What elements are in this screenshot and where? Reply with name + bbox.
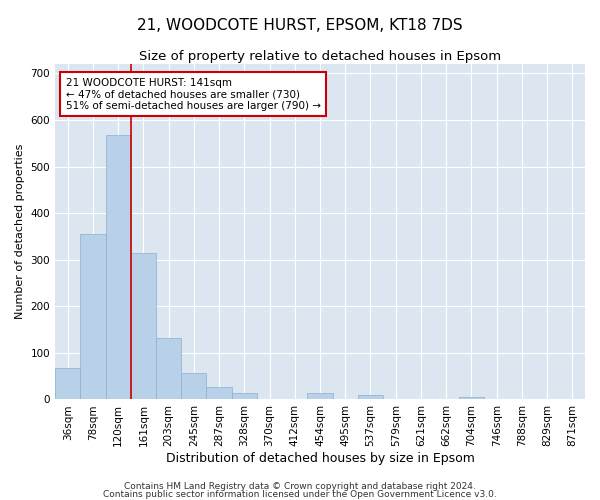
Text: Contains public sector information licensed under the Open Government Licence v3: Contains public sector information licen… xyxy=(103,490,497,499)
Bar xyxy=(232,394,257,400)
Bar xyxy=(358,395,383,400)
X-axis label: Distribution of detached houses by size in Epsom: Distribution of detached houses by size … xyxy=(166,452,475,465)
Bar xyxy=(156,338,181,400)
Bar xyxy=(131,253,156,400)
Title: Size of property relative to detached houses in Epsom: Size of property relative to detached ho… xyxy=(139,50,501,63)
Bar xyxy=(307,394,332,400)
Bar xyxy=(206,387,232,400)
Text: Contains HM Land Registry data © Crown copyright and database right 2024.: Contains HM Land Registry data © Crown c… xyxy=(124,482,476,491)
Bar xyxy=(459,397,484,400)
Bar xyxy=(55,368,80,400)
Bar xyxy=(80,234,106,400)
Bar xyxy=(106,135,131,400)
Bar xyxy=(181,373,206,400)
Y-axis label: Number of detached properties: Number of detached properties xyxy=(15,144,25,320)
Text: 21, WOODCOTE HURST, EPSOM, KT18 7DS: 21, WOODCOTE HURST, EPSOM, KT18 7DS xyxy=(137,18,463,32)
Text: 21 WOODCOTE HURST: 141sqm
← 47% of detached houses are smaller (730)
51% of semi: 21 WOODCOTE HURST: 141sqm ← 47% of detac… xyxy=(65,78,320,111)
